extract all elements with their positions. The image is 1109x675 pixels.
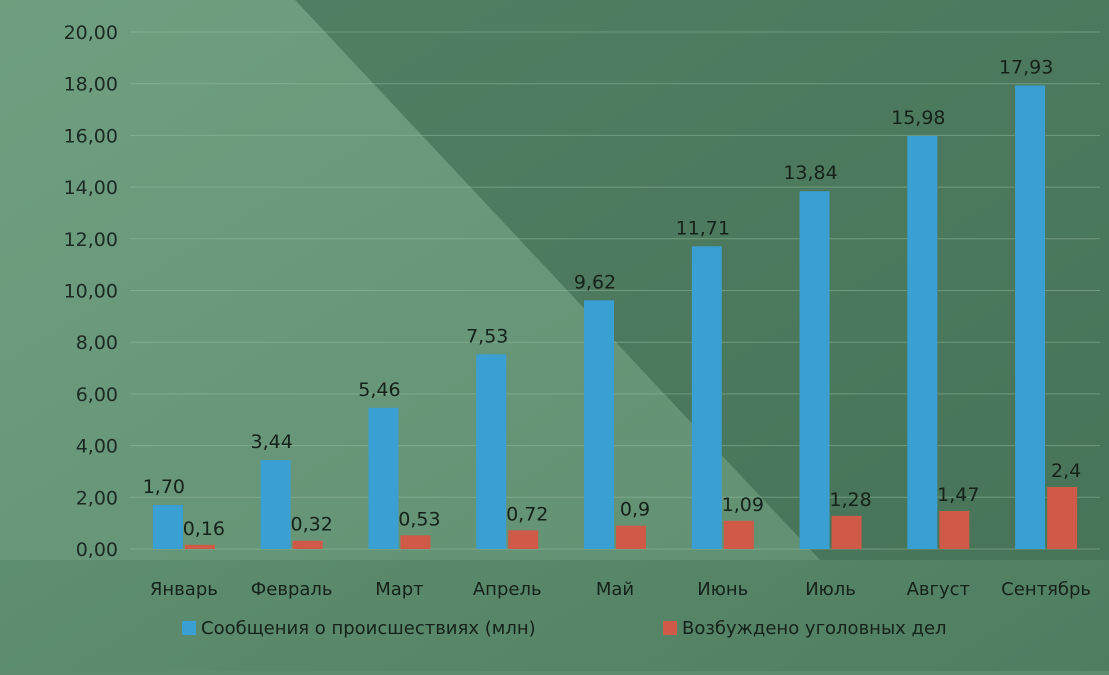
data-label-series-1: 15,98 bbox=[891, 107, 945, 129]
data-label-series-1: 1,70 bbox=[143, 476, 185, 498]
data-label-series-2: 1,28 bbox=[829, 489, 871, 511]
y-tick-label: 12,00 bbox=[64, 229, 118, 251]
y-tick-label: 6,00 bbox=[76, 384, 118, 406]
y-tick-label: 10,00 bbox=[64, 281, 118, 303]
data-label-series-1: 5,46 bbox=[358, 379, 400, 401]
y-tick-label: 20,00 bbox=[64, 22, 118, 44]
x-tick-label: Август bbox=[907, 579, 970, 600]
bar-series-2 bbox=[616, 525, 646, 549]
bar-series-2 bbox=[400, 535, 431, 549]
y-tick-label: 4,00 bbox=[76, 436, 118, 458]
data-label-series-2: 0,32 bbox=[291, 514, 333, 536]
legend-swatch-series-1 bbox=[182, 621, 196, 635]
data-labels: 1,70 0,16 3,44 0,32 5,46 0,53 7,53 0,72 9,62 0,9 1… bbox=[143, 57, 1081, 540]
x-tick-label: Июнь bbox=[697, 579, 748, 600]
x-tick-label: Январь bbox=[150, 579, 218, 600]
x-tick-label: Февраль bbox=[251, 579, 333, 600]
bar-series-1 bbox=[152, 505, 183, 549]
bar-series-2 bbox=[184, 544, 215, 549]
legend-label-series-2: Возбуждено уголовных дел bbox=[682, 618, 947, 639]
data-label-series-1: 13,84 bbox=[783, 162, 837, 184]
y-tick-label: 14,00 bbox=[64, 177, 118, 199]
x-tick-label: Май bbox=[596, 579, 634, 600]
data-label-series-2: 1,47 bbox=[937, 484, 979, 506]
legend-label-series-1: Сообщения о происшествиях (млн) bbox=[201, 618, 536, 639]
bar-series-1 bbox=[260, 460, 291, 549]
data-label-series-2: 0,9 bbox=[620, 499, 650, 521]
data-label-series-2: 0,16 bbox=[183, 518, 225, 540]
bar-series-2 bbox=[1047, 486, 1078, 549]
gridlines bbox=[130, 31, 1100, 550]
bar-series-2 bbox=[508, 530, 539, 549]
bar-series-2 bbox=[723, 520, 754, 549]
x-tick-label: Март bbox=[375, 579, 423, 600]
bar-series-2 bbox=[292, 540, 323, 549]
data-label-series-2: 0,53 bbox=[398, 508, 440, 530]
y-tick-label: 18,00 bbox=[64, 74, 118, 96]
legend: Сообщения о происшествиях (млн) Возбужден… bbox=[182, 618, 947, 639]
data-label-series-1: 3,44 bbox=[251, 431, 293, 453]
data-label-series-1: 7,53 bbox=[466, 325, 508, 347]
bar-series-1 bbox=[1015, 85, 1046, 550]
data-label-series-1: 17,93 bbox=[999, 57, 1053, 79]
y-axis: 0,00 2,00 4,00 6,00 8,00 10,00 12,00 14,00 16,00… bbox=[64, 22, 118, 561]
data-label-series-2: 1,09 bbox=[722, 494, 764, 516]
bar-series-2 bbox=[831, 515, 862, 549]
bar-series-1 bbox=[907, 135, 938, 550]
bar-series-1 bbox=[584, 300, 614, 549]
y-tick-label: 16,00 bbox=[64, 125, 118, 147]
bar-series-2 bbox=[939, 511, 970, 549]
background-light-band bbox=[0, 0, 820, 560]
y-tick-label: 0,00 bbox=[76, 539, 118, 561]
bar-series-1 bbox=[799, 191, 830, 549]
x-tick-label: Апрель bbox=[473, 579, 542, 600]
bar-series-1 bbox=[476, 354, 507, 549]
data-label-series-1: 9,62 bbox=[574, 271, 616, 293]
y-tick-label: 2,00 bbox=[76, 487, 118, 509]
data-label-series-2: 2,4 bbox=[1051, 460, 1081, 482]
data-label-series-2: 0,72 bbox=[506, 503, 548, 525]
bar-series-1 bbox=[368, 407, 399, 549]
bar-series-1 bbox=[691, 246, 722, 549]
x-tick-label: Сентябрь bbox=[1001, 579, 1091, 600]
x-axis: Январь Февраль Март Апрель Май Июнь Июль Август… bbox=[150, 579, 1091, 600]
legend-swatch-series-2 bbox=[663, 621, 677, 635]
bars bbox=[152, 85, 1078, 550]
x-tick-label: Июль bbox=[805, 579, 856, 600]
data-label-series-1: 11,71 bbox=[676, 217, 730, 239]
y-tick-label: 8,00 bbox=[76, 332, 118, 354]
